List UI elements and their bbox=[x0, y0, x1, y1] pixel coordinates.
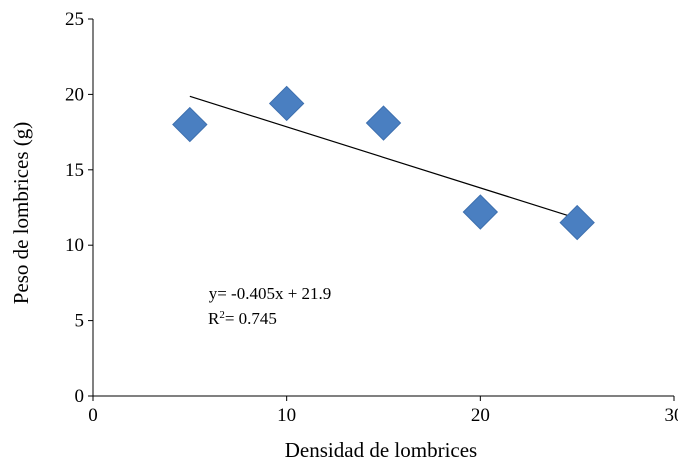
x-tick-label: 20 bbox=[471, 405, 490, 426]
tick-group: 0 5 10 15 20 25 0 10 20 30 bbox=[65, 9, 678, 426]
x-tick-label: 30 bbox=[665, 405, 678, 426]
data-point bbox=[172, 106, 208, 143]
y-tick-label: 20 bbox=[65, 84, 84, 105]
data-point bbox=[559, 204, 595, 241]
r-squared-value: = 0.745 bbox=[225, 309, 277, 328]
x-tick-label: 10 bbox=[277, 405, 296, 426]
r-squared-superscript: 2 bbox=[219, 309, 225, 321]
y-tick-label: 0 bbox=[75, 386, 85, 407]
x-tick-label: 0 bbox=[88, 405, 98, 426]
data-point bbox=[462, 194, 499, 230]
y-tick-label: 5 bbox=[75, 311, 85, 332]
data-points bbox=[172, 85, 595, 241]
r-squared-prefix: R bbox=[208, 309, 220, 328]
trendline-group bbox=[189, 95, 578, 220]
x-axis-title: Densidad de lombrices bbox=[285, 438, 477, 462]
trendline bbox=[189, 95, 578, 220]
data-point bbox=[365, 105, 402, 141]
trendline-equation: y= -0.405x + 21.9 bbox=[209, 284, 332, 303]
axes bbox=[92, 19, 674, 397]
y-axis-title: Peso de lombrices (g) bbox=[9, 122, 33, 305]
data-point bbox=[268, 85, 305, 122]
y-tick-label: 10 bbox=[65, 235, 84, 256]
r-squared-label: R2= 0.745 bbox=[208, 309, 277, 328]
y-tick-label: 25 bbox=[65, 9, 84, 30]
y-tick-label: 15 bbox=[65, 160, 84, 181]
